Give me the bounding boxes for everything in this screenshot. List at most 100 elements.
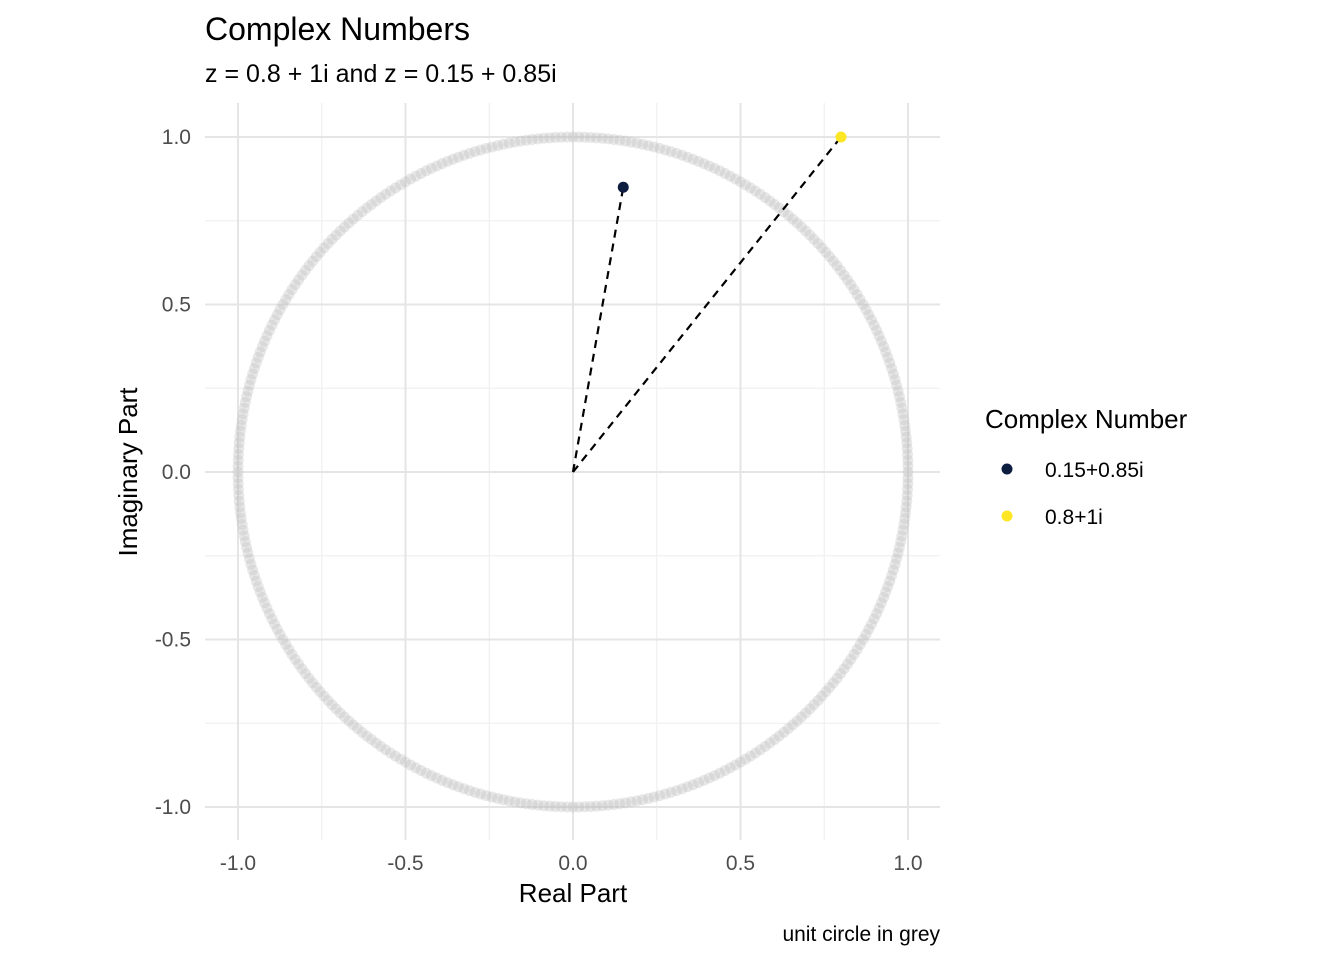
unit-circle-point	[250, 575, 262, 587]
unit-circle-point	[804, 703, 816, 715]
unit-circle-point	[242, 547, 254, 559]
unit-circle-point	[719, 168, 731, 180]
unit-circle-point	[759, 740, 771, 752]
unit-circle-point	[729, 759, 741, 771]
unit-circle-point	[845, 279, 857, 291]
unit-circle-point	[900, 431, 912, 443]
unit-circle-point	[860, 628, 872, 640]
unit-circle-point	[896, 402, 908, 414]
unit-circle-point	[458, 783, 470, 795]
unit-circle-point	[431, 772, 443, 784]
y-tick-label: -0.5	[155, 629, 191, 652]
unit-circle-point	[241, 541, 253, 553]
x-tick-label: 0.5	[726, 852, 755, 875]
unit-circle-point	[469, 146, 481, 158]
unit-circle-point	[245, 374, 257, 386]
unit-circle-point	[901, 437, 913, 449]
unit-circle-point	[509, 136, 521, 148]
unit-circle-point	[835, 668, 847, 680]
unit-circle-point	[232, 484, 244, 496]
unit-circle-point	[237, 524, 249, 536]
unit-circle-point	[824, 251, 836, 263]
unit-circle-point	[893, 391, 905, 403]
unit-circle-point	[415, 764, 427, 776]
unit-circle-point	[745, 182, 757, 194]
unit-circle-point	[863, 309, 875, 321]
unit-circle-point	[277, 299, 289, 310]
unit-circle-point	[841, 274, 853, 286]
unit-circle-point	[365, 198, 377, 210]
unit-circle-point	[250, 357, 262, 369]
legend-title: Complex Number	[985, 404, 1188, 434]
unit-circle-point	[654, 142, 666, 154]
unit-circle-point	[447, 779, 459, 791]
unit-circle-point	[254, 586, 266, 598]
unit-circle-point	[241, 391, 253, 403]
unit-circle-point	[787, 213, 799, 225]
y-axis-title: Imaginary Part	[113, 387, 143, 557]
unit-circle-point	[286, 648, 298, 660]
unit-circle-point	[400, 176, 411, 188]
unit-circle-point	[808, 699, 820, 711]
unit-circle-point	[370, 737, 382, 749]
x-tick-label: -1.0	[220, 852, 256, 875]
unit-circle-point	[232, 466, 244, 478]
unit-circle-point	[326, 699, 338, 711]
y-tick-label: 0.5	[162, 294, 191, 317]
unit-circle-point	[831, 672, 843, 684]
x-tick-label: 1.0	[893, 852, 922, 875]
unit-circle-point	[375, 192, 387, 204]
unit-circle-point	[261, 602, 273, 614]
unit-circle-point	[343, 715, 355, 727]
x-axis-title: Real Part	[519, 878, 628, 908]
unit-circle-point	[299, 264, 311, 276]
unit-circle-point	[307, 677, 319, 689]
unit-circle-point	[900, 507, 912, 519]
unit-circle-point	[608, 799, 620, 811]
unit-circle-point	[619, 797, 631, 809]
unit-circle-point	[233, 495, 245, 507]
unit-circle-point	[838, 269, 850, 281]
unit-circle-point	[871, 608, 883, 620]
unit-circle-point	[897, 408, 909, 420]
unit-circle-point	[901, 489, 913, 501]
unit-circle-point	[242, 385, 254, 397]
unit-circle-point	[724, 170, 736, 182]
unit-circle-point	[648, 141, 660, 153]
unit-circle-point	[269, 314, 281, 326]
unit-circle-point	[370, 195, 382, 207]
unit-circle-point	[897, 524, 909, 536]
points	[617, 131, 847, 193]
unit-circle-point	[800, 707, 812, 719]
unit-circle-point	[719, 764, 731, 776]
unit-circle-point	[882, 581, 894, 593]
data-point	[835, 131, 847, 143]
unit-circle-point	[687, 779, 699, 791]
unit-circle-point	[863, 623, 875, 635]
unit-circle-point	[339, 711, 351, 723]
unit-circle-point	[271, 309, 283, 321]
unit-circle-point	[420, 767, 432, 779]
unit-circle-point	[831, 260, 843, 272]
unit-circle-point	[410, 762, 422, 774]
unit-circle-point	[385, 747, 397, 759]
unit-circle-point	[902, 454, 914, 466]
unit-circle-point	[898, 414, 910, 426]
unit-circle-point	[865, 314, 877, 326]
unit-circle-point	[263, 608, 275, 620]
unit-circle-point	[703, 160, 715, 172]
unit-circle-point	[682, 781, 694, 793]
unit-circle-point	[596, 800, 608, 812]
unit-circle-point	[724, 762, 736, 774]
unit-circle-point	[865, 618, 877, 630]
unit-circle-point	[800, 225, 812, 237]
unit-circle-point	[659, 788, 671, 800]
unit-circle-point	[892, 547, 904, 559]
unit-circle-point	[812, 694, 824, 706]
unit-circle-point	[841, 658, 853, 670]
unit-circle-point	[824, 681, 836, 693]
unit-circle-point	[579, 131, 591, 143]
unit-circle-point	[887, 368, 899, 380]
unit-circle-point	[820, 246, 832, 258]
